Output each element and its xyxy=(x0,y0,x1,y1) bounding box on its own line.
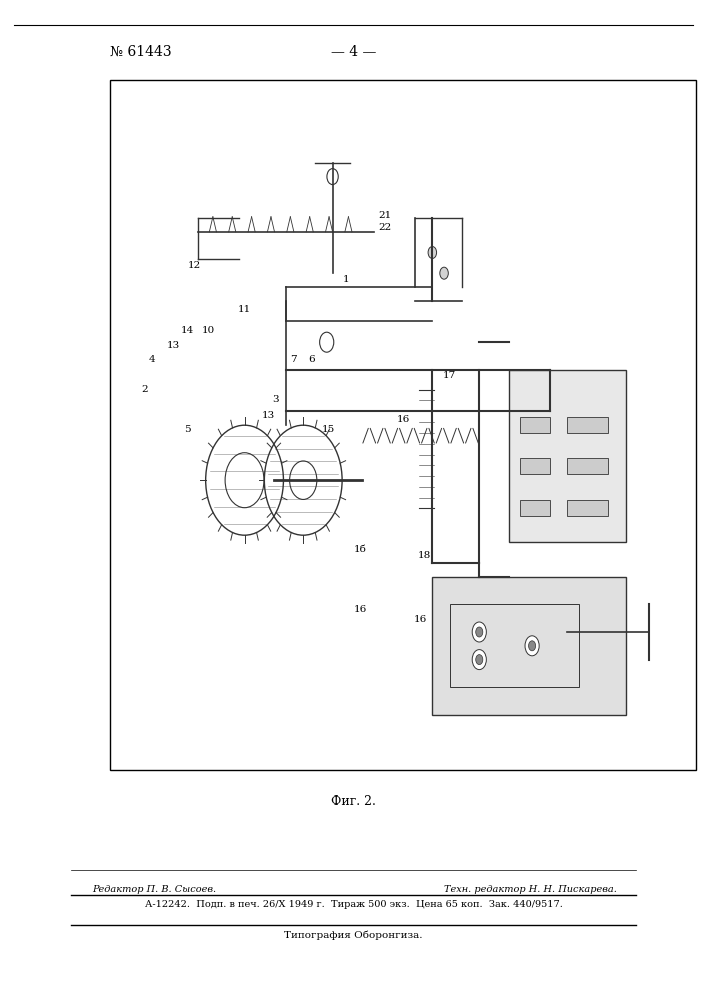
Bar xyxy=(567,417,608,433)
Circle shape xyxy=(327,169,338,185)
Text: — 4 —: — 4 — xyxy=(331,45,376,59)
Bar xyxy=(110,80,696,770)
Text: 16: 16 xyxy=(414,615,427,624)
Text: 13: 13 xyxy=(262,410,275,420)
Bar xyxy=(450,604,579,687)
Text: № 61443: № 61443 xyxy=(110,45,171,59)
Text: 13: 13 xyxy=(167,340,180,350)
Text: 18: 18 xyxy=(418,550,431,560)
Bar xyxy=(520,500,549,516)
Text: Фиг. 2.: Фиг. 2. xyxy=(331,795,376,808)
Text: 1: 1 xyxy=(343,275,350,284)
Text: 5: 5 xyxy=(184,425,191,434)
Text: Типография Оборонгиза.: Типография Оборонгиза. xyxy=(284,930,423,940)
Circle shape xyxy=(472,622,486,642)
Bar xyxy=(520,417,549,433)
Bar xyxy=(567,500,608,516)
Text: 22: 22 xyxy=(379,224,392,232)
Text: 2: 2 xyxy=(141,385,148,394)
Text: 16: 16 xyxy=(397,415,409,424)
Circle shape xyxy=(320,332,334,352)
Circle shape xyxy=(476,627,483,637)
Circle shape xyxy=(476,655,483,665)
Text: А-12242.  Подп. в печ. 26/X 1949 г.  Тираж 500 экз.  Цена 65 коп.  Зак. 440/9517: А-12242. Подп. в печ. 26/X 1949 г. Тираж… xyxy=(144,900,563,909)
Circle shape xyxy=(529,641,536,651)
Text: 15: 15 xyxy=(322,425,335,434)
Text: 4: 4 xyxy=(148,356,156,364)
Text: Техн. редактор Н. Н. Пискарева.: Техн. редактор Н. Н. Пискарева. xyxy=(444,885,617,894)
Text: 11: 11 xyxy=(238,306,250,314)
Circle shape xyxy=(472,650,486,670)
Text: 16: 16 xyxy=(354,605,367,614)
Text: 1б: 1б xyxy=(354,546,367,554)
Text: 7: 7 xyxy=(290,356,297,364)
Bar xyxy=(520,458,549,474)
Bar xyxy=(432,577,626,715)
Circle shape xyxy=(525,636,539,656)
Circle shape xyxy=(428,246,437,258)
Bar xyxy=(567,458,608,474)
Circle shape xyxy=(440,267,448,279)
Text: 14: 14 xyxy=(181,326,194,335)
Text: 6: 6 xyxy=(308,356,315,364)
Text: 12: 12 xyxy=(188,260,201,269)
Text: 10: 10 xyxy=(202,326,215,335)
Text: Редактор П. В. Сысоев.: Редактор П. В. Сысоев. xyxy=(92,885,216,894)
Text: 3: 3 xyxy=(272,395,279,404)
Text: 17: 17 xyxy=(443,370,455,379)
Bar xyxy=(508,370,626,542)
Text: 21: 21 xyxy=(379,211,392,220)
